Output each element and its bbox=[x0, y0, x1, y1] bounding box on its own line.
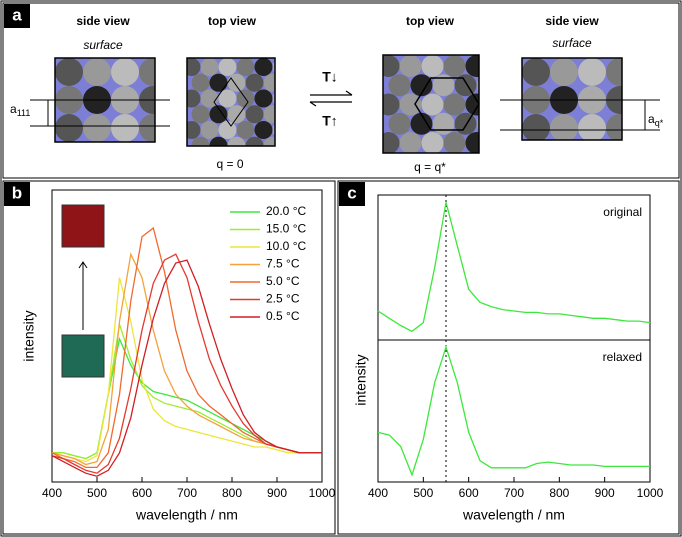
atom bbox=[444, 94, 466, 116]
x-tick-label: 400 bbox=[42, 486, 62, 500]
atom bbox=[389, 113, 411, 135]
atom bbox=[192, 74, 210, 92]
surface-label: surface bbox=[83, 38, 123, 52]
atom bbox=[433, 113, 455, 135]
atom bbox=[219, 121, 237, 139]
x-tick-label: 600 bbox=[132, 486, 152, 500]
atom bbox=[400, 55, 422, 77]
inset-green bbox=[62, 335, 104, 377]
x-tick-label: 900 bbox=[595, 486, 615, 500]
transition-label: T↓ bbox=[322, 69, 338, 85]
figure: a b c side view top view top view side v… bbox=[0, 0, 682, 537]
atom bbox=[255, 121, 273, 139]
atom bbox=[111, 58, 139, 86]
view-label: side view bbox=[76, 14, 130, 28]
q-label: q = q* bbox=[414, 160, 446, 174]
x-tick-label: 1000 bbox=[309, 486, 336, 500]
y-axis-label: intensity bbox=[353, 354, 369, 405]
atom bbox=[444, 55, 466, 77]
x-axis-label: wavelength / nm bbox=[135, 507, 238, 523]
x-tick-label: 1000 bbox=[637, 486, 664, 500]
atom bbox=[422, 132, 444, 154]
atom bbox=[455, 113, 477, 135]
atom bbox=[246, 105, 264, 123]
atom bbox=[255, 90, 273, 108]
spacing-sub: q* bbox=[655, 118, 664, 128]
atom bbox=[228, 74, 246, 92]
x-axis-label: wavelength / nm bbox=[462, 507, 565, 523]
x-tick-label: 600 bbox=[459, 486, 479, 500]
atom bbox=[522, 58, 550, 86]
x-tick-label: 500 bbox=[413, 486, 433, 500]
atom bbox=[201, 121, 219, 139]
transition-label: T↑ bbox=[322, 113, 338, 129]
view-label: top view bbox=[208, 14, 257, 28]
atom bbox=[237, 121, 255, 139]
atom bbox=[83, 58, 111, 86]
atom bbox=[55, 114, 83, 142]
legend-label: 5.0 °C bbox=[266, 274, 300, 288]
view-label: top view bbox=[406, 14, 455, 28]
atom bbox=[522, 114, 550, 142]
view-label: side view bbox=[545, 14, 599, 28]
legend-label: 10.0 °C bbox=[266, 239, 306, 253]
atom bbox=[578, 58, 606, 86]
atom bbox=[422, 94, 444, 116]
x-tick-label: 800 bbox=[549, 486, 569, 500]
atom bbox=[246, 74, 264, 92]
panel-label: b bbox=[12, 183, 22, 202]
x-tick-label: 500 bbox=[87, 486, 107, 500]
legend-label: 0.5 °C bbox=[266, 309, 300, 323]
atom bbox=[219, 58, 237, 76]
x-tick-label: 900 bbox=[267, 486, 287, 500]
surface-label: surface bbox=[552, 36, 592, 50]
atom bbox=[210, 74, 228, 92]
y-axis-label: intensity bbox=[21, 310, 37, 361]
x-tick-label: 700 bbox=[177, 486, 197, 500]
inset-red bbox=[62, 205, 104, 247]
x-tick-label: 400 bbox=[368, 486, 388, 500]
atom bbox=[192, 105, 210, 123]
legend-label: 2.5 °C bbox=[266, 292, 300, 306]
q-label: q = 0 bbox=[216, 157, 243, 171]
panel-label: c bbox=[347, 183, 356, 202]
atom bbox=[422, 55, 444, 77]
legend-label: 7.5 °C bbox=[266, 257, 300, 271]
atom bbox=[201, 58, 219, 76]
atom bbox=[55, 58, 83, 86]
legend-label: 15.0 °C bbox=[266, 222, 306, 236]
atom bbox=[228, 105, 246, 123]
x-tick-label: 800 bbox=[222, 486, 242, 500]
atom bbox=[255, 58, 273, 76]
atom bbox=[578, 114, 606, 142]
atom bbox=[550, 114, 578, 142]
atom bbox=[400, 94, 422, 116]
legend-label: 20.0 °C bbox=[266, 204, 306, 218]
annotation: original bbox=[603, 205, 642, 219]
spacing-sub: 111 bbox=[17, 108, 31, 118]
atom bbox=[400, 132, 422, 154]
atom bbox=[237, 58, 255, 76]
panel-label: a bbox=[12, 5, 22, 24]
atom bbox=[389, 74, 411, 96]
annotation: relaxed bbox=[603, 350, 642, 364]
atom bbox=[411, 113, 433, 135]
atom bbox=[111, 114, 139, 142]
atom bbox=[550, 58, 578, 86]
atom bbox=[444, 132, 466, 154]
x-tick-label: 700 bbox=[504, 486, 524, 500]
atom bbox=[83, 114, 111, 142]
